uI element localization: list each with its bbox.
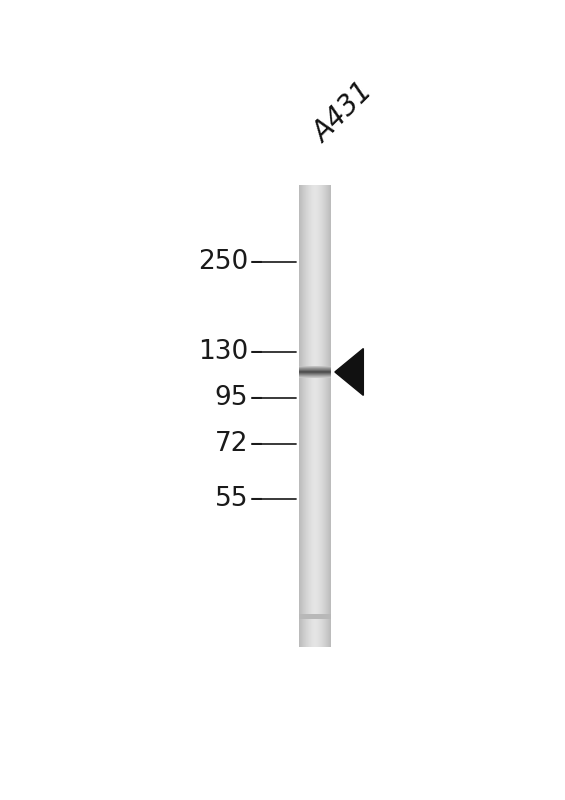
Text: –: – [250,431,263,457]
Bar [298,614,332,619]
Text: A431: A431 [308,78,379,148]
Polygon shape [335,349,363,395]
Text: 55: 55 [215,486,248,513]
Text: –: – [250,486,263,513]
Text: –: – [250,338,263,365]
Text: 72: 72 [215,431,248,457]
Text: 95: 95 [215,385,248,411]
Text: –: – [250,250,263,275]
Text: 130: 130 [198,338,248,365]
Text: –: – [250,385,263,411]
Text: 250: 250 [198,250,248,275]
